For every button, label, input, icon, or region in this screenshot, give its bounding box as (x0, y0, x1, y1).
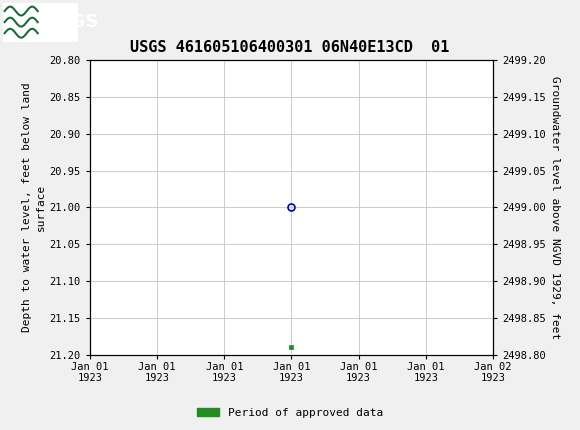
Text: USGS 461605106400301 06N40E13CD  01: USGS 461605106400301 06N40E13CD 01 (130, 40, 450, 55)
Bar (3, 3, 78, 42)
Y-axis label: Groundwater level above NGVD 1929, feet: Groundwater level above NGVD 1929, feet (550, 76, 560, 339)
Text: USGS: USGS (44, 13, 99, 31)
Legend: Period of approved data: Period of approved data (193, 403, 387, 422)
Y-axis label: Depth to water level, feet below land
surface: Depth to water level, feet below land su… (22, 83, 45, 332)
